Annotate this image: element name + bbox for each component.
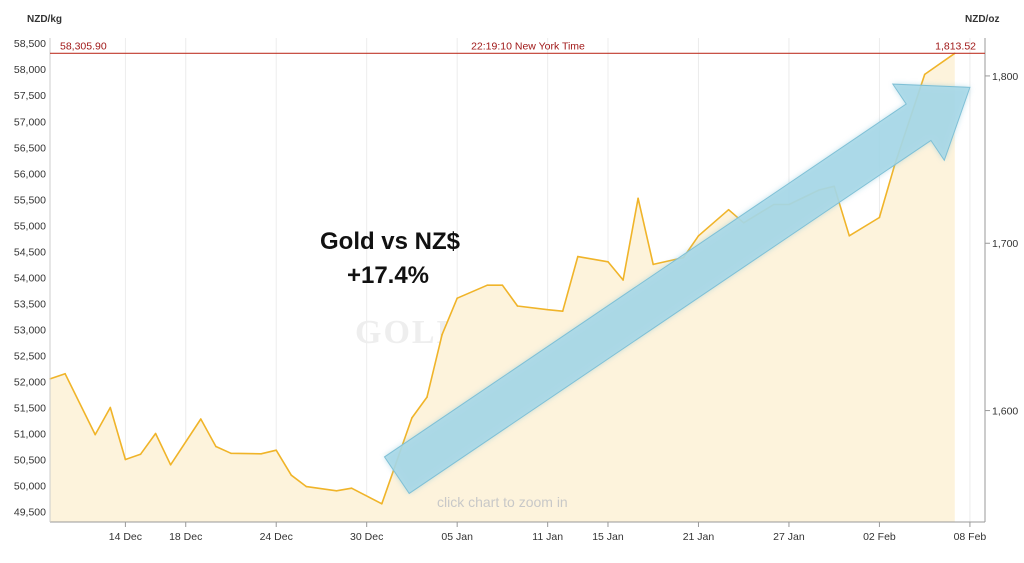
data-point <box>727 208 730 211</box>
data-point <box>923 73 926 76</box>
x-tick-label: 14 Dec <box>109 531 142 543</box>
y-tick-label-left: 57,000 <box>14 116 46 128</box>
axes <box>49 38 986 523</box>
right-axis-unit: NZD/oz <box>965 14 999 25</box>
data-point <box>230 452 232 455</box>
x-axis-ticks: 14 Dec 18 Dec 24 Dec 30 Dec 05 Jan 11 Jan 15 J… <box>109 522 987 543</box>
annotation-change: +17.4% <box>347 262 429 289</box>
left-y-axis-ticks: 49,500 50,000 50,500 51,000 51,500 52,000 52,5… <box>14 38 46 518</box>
data-point <box>215 445 217 448</box>
data-point <box>637 197 639 200</box>
y-tick-label-left: 58,000 <box>14 64 46 76</box>
y-tick-label-left: 56,500 <box>14 142 46 154</box>
y-tick-label-left: 50,500 <box>14 455 46 467</box>
data-point <box>607 261 609 263</box>
x-tick-label: 08 Feb <box>954 531 987 543</box>
y-tick-label-left: 51,500 <box>14 403 46 415</box>
left-axis-unit: NZD/kg <box>27 14 62 25</box>
data-point <box>516 305 519 307</box>
data-point <box>335 490 338 492</box>
data-point <box>456 297 459 300</box>
data-point <box>109 406 112 409</box>
y-tick-label-left: 53,500 <box>14 298 46 310</box>
data-point <box>697 235 700 237</box>
y-tick-label-right: 1,800 <box>992 71 1018 83</box>
data-point <box>561 310 564 313</box>
data-point <box>848 235 851 237</box>
y-tick-label-left: 58,500 <box>14 38 46 50</box>
x-tick-label: 21 Jan <box>683 531 715 543</box>
y-tick-label-left: 49,500 <box>14 507 46 519</box>
x-tick-label: 27 Jan <box>773 531 805 543</box>
readout-right-value: 1,813.52 <box>935 40 976 52</box>
y-tick-label-left: 56,000 <box>14 168 46 180</box>
zoom-hint: click chart to zoom in <box>437 494 568 510</box>
data-point <box>486 284 489 287</box>
y-tick-label-right: 1,600 <box>992 406 1018 418</box>
data-point <box>426 396 428 398</box>
data-point <box>94 433 96 436</box>
x-tick-label: 18 Dec <box>169 531 202 543</box>
data-point <box>381 503 383 505</box>
data-point <box>411 417 413 419</box>
data-point <box>546 308 549 311</box>
y-tick-label-left: 55,000 <box>14 220 46 232</box>
data-point <box>622 279 624 281</box>
data-point <box>350 487 353 490</box>
y-tick-label-left: 53,000 <box>14 324 46 336</box>
data-point <box>139 453 142 456</box>
y-tick-label-right: 1,700 <box>992 238 1018 250</box>
y-tick-label-left: 55,500 <box>14 194 46 206</box>
data-point <box>290 474 293 477</box>
data-point <box>305 485 308 488</box>
y-tick-label-left: 52,500 <box>14 350 46 362</box>
data-point <box>260 453 262 455</box>
annotation-title: Gold vs NZ$ <box>320 228 461 255</box>
data-point <box>154 432 157 435</box>
y-tick-label-left: 51,000 <box>14 429 46 441</box>
data-point <box>652 263 654 266</box>
data-point <box>577 255 579 258</box>
x-tick-label: 30 Dec <box>350 531 383 543</box>
y-tick-label-left: 57,500 <box>14 90 46 102</box>
data-point <box>275 449 278 452</box>
x-tick-label: 11 Jan <box>532 531 563 543</box>
trend-arrow <box>383 83 971 495</box>
x-tick-label: 15 Jan <box>592 531 624 543</box>
x-tick-label: 24 Dec <box>260 531 293 543</box>
data-point <box>878 216 881 219</box>
data-point <box>501 284 504 287</box>
readout-time: 22:19:10 New York Time <box>471 40 585 52</box>
series-area-fill <box>50 53 955 523</box>
readout-left-value: 58,305.90 <box>60 40 107 52</box>
y-tick-label-left: 50,000 <box>14 481 46 493</box>
x-tick-label: 05 Jan <box>441 531 473 543</box>
data-point <box>64 372 66 375</box>
right-y-axis-ticks: 1,600 1,700 1,800 <box>985 71 1018 418</box>
crosshair-readout: 58,305.90 22:19:10 New York Time 1,813.5… <box>50 40 985 54</box>
trend-arrow-body <box>383 83 971 495</box>
y-tick-label-left: 54,000 <box>14 272 46 284</box>
data-point <box>169 464 172 466</box>
y-tick-label-left: 52,000 <box>14 376 46 388</box>
data-point <box>124 458 127 461</box>
x-tick-label: 02 Feb <box>863 531 896 543</box>
data-point <box>200 418 202 420</box>
plot-area <box>49 52 956 523</box>
y-tick-label-left: 54,500 <box>14 246 46 258</box>
data-point <box>441 333 443 336</box>
